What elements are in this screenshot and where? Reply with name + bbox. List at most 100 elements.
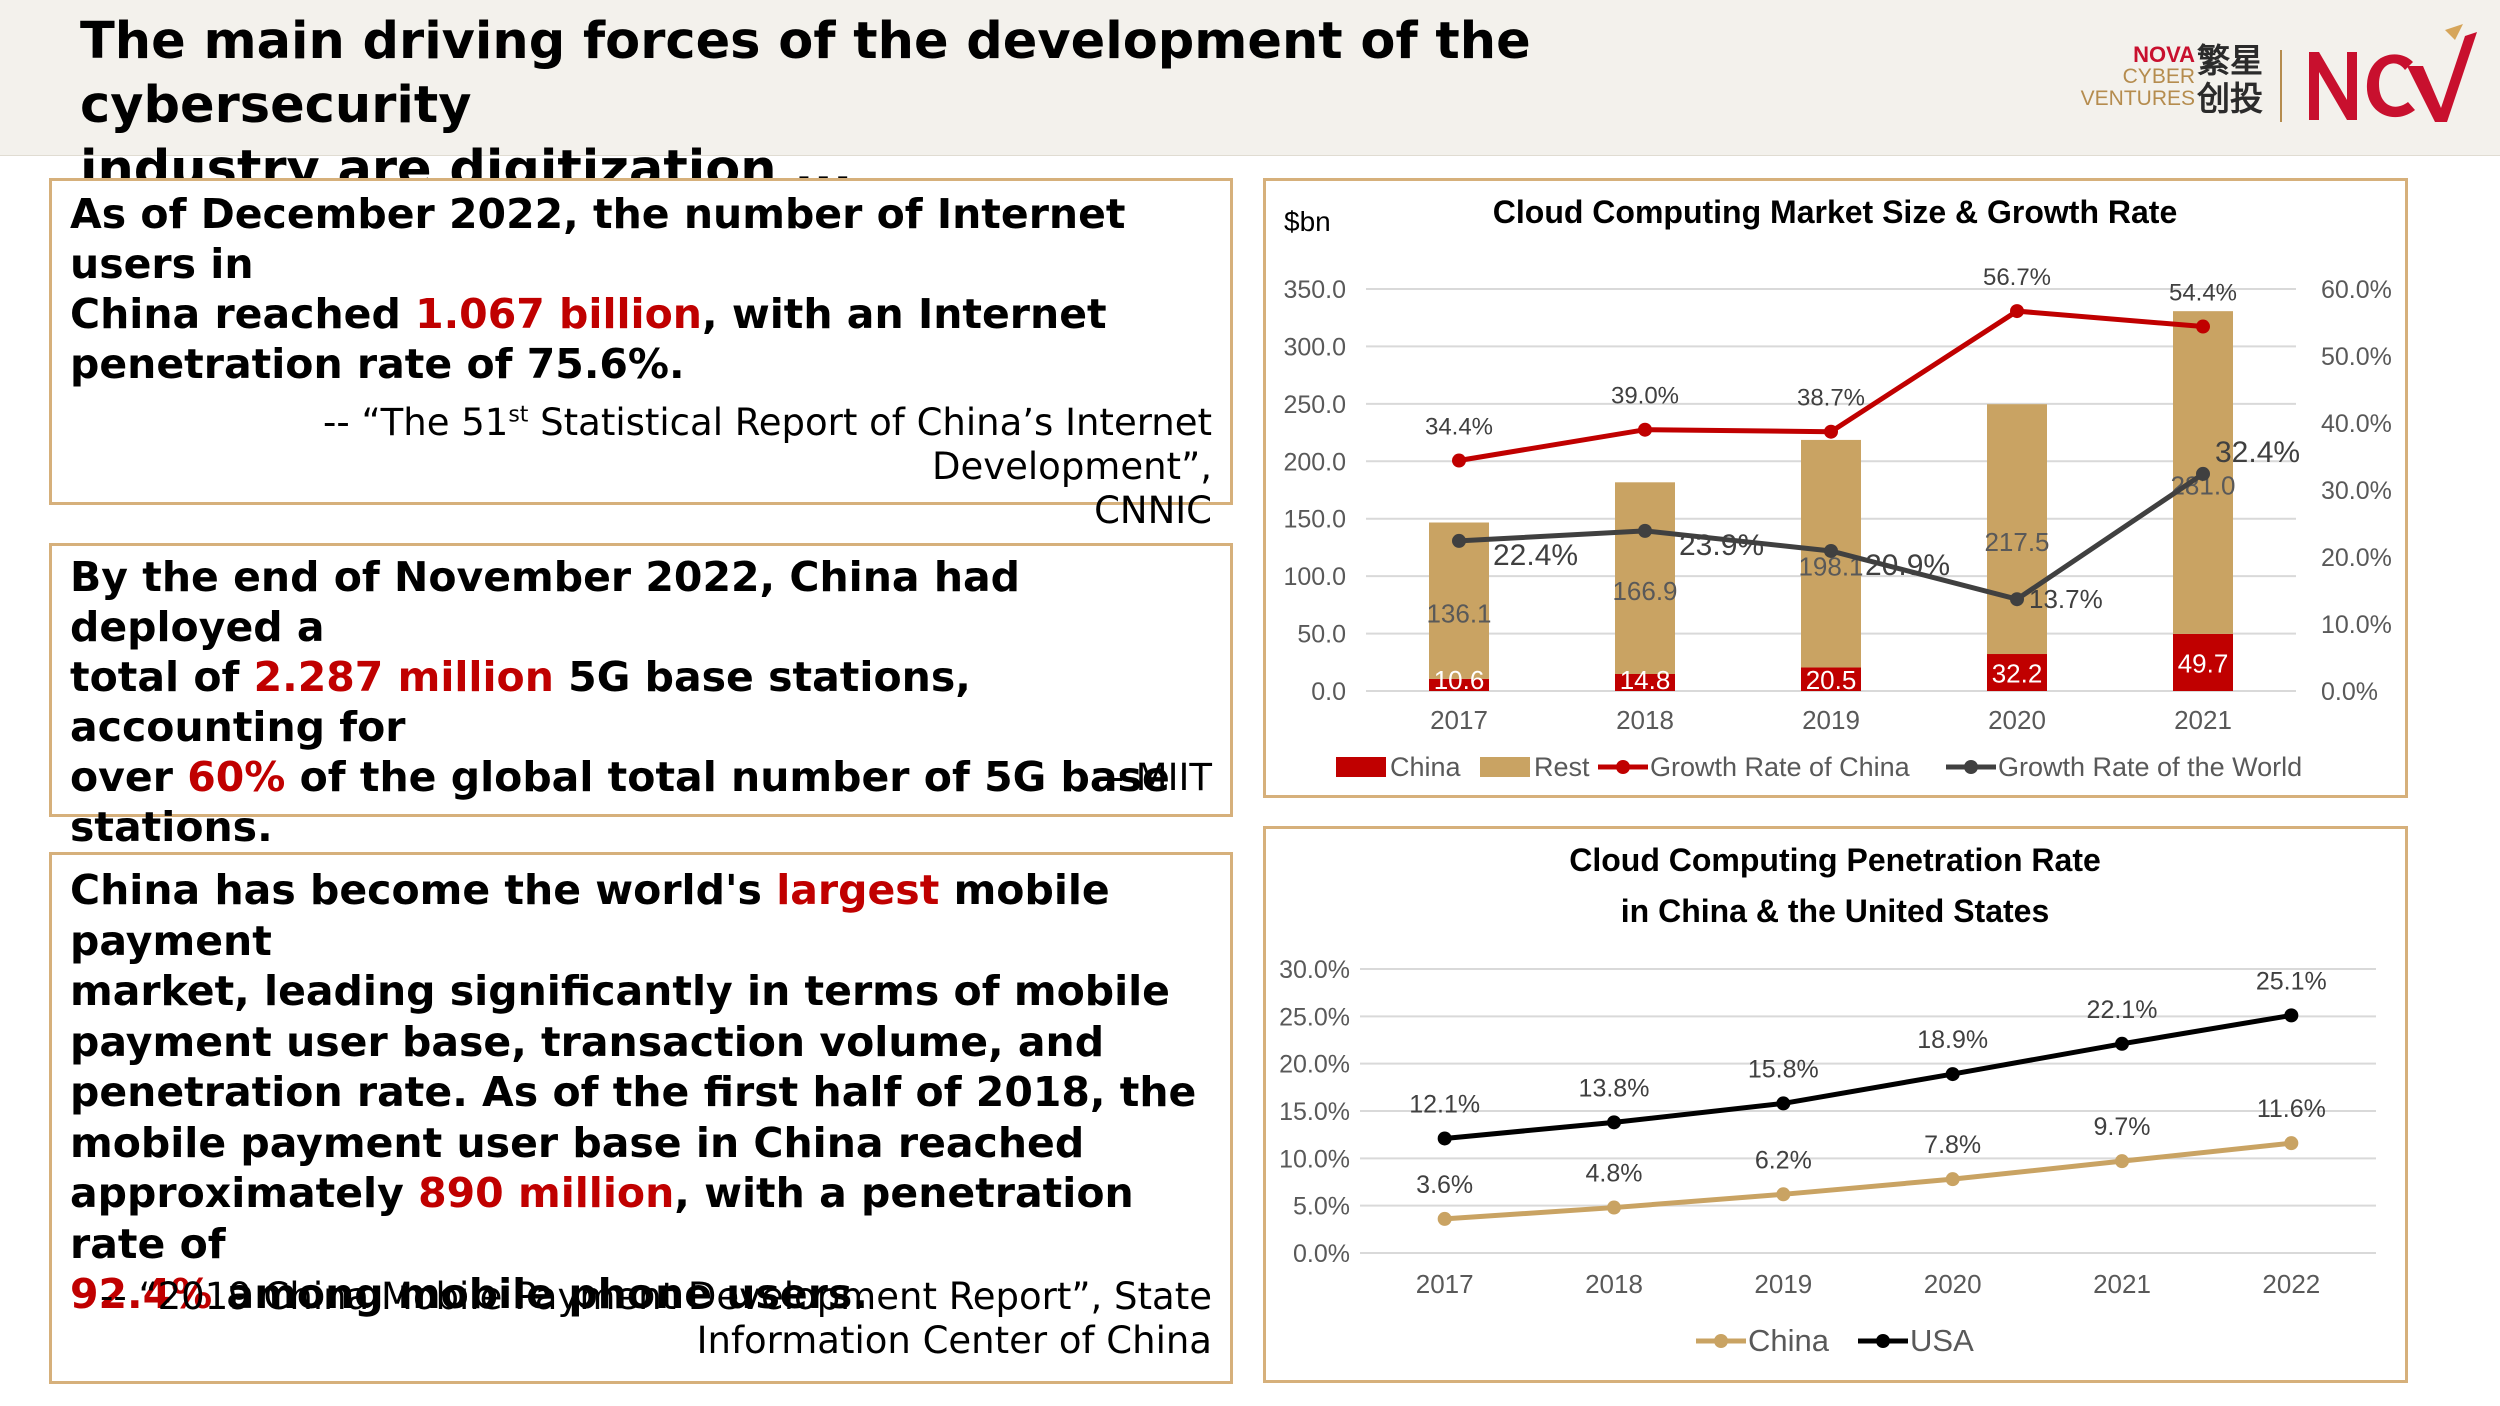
unit-label: $bn <box>1284 206 1331 237</box>
usa-penetration-value-label: 15.8% <box>1748 1055 1819 1083</box>
mobile-payment-source: -- “2019 China Mobile Payment Developmen… <box>100 1275 1212 1363</box>
china-penetration-value-label: 6.2% <box>1755 1146 1812 1174</box>
growth-world-value-label: 13.7% <box>2029 584 2103 614</box>
5g-source: -- MIIT <box>1097 756 1212 800</box>
usa-penetration-point <box>1437 1131 1452 1146</box>
legend-label: Growth Rate of China <box>1650 752 1911 782</box>
bar-china <box>1615 674 1675 691</box>
logo-nova: NOVA <box>2133 42 2195 67</box>
y2-tick-label: 50.0% <box>2321 343 2392 371</box>
highlight-5g-share: 60% <box>187 753 286 801</box>
y-tick-label: 250.0 <box>1283 391 1346 419</box>
penetration-rate-chart: Cloud Computing Penetration Rate in China… <box>1279 842 2376 1358</box>
legend-marker-usa <box>1876 1334 1890 1348</box>
y2-tick-label: 10.0% <box>2321 611 2392 639</box>
statement-line: penetration rate. As of the first half o… <box>70 1068 1197 1116</box>
y-tick-label: 100.0 <box>1283 563 1346 591</box>
bar-rest <box>1615 482 1675 675</box>
statement-line: 92.4% among mobile phone users. <box>70 1270 868 1318</box>
growth-china-value-label: 34.4% <box>1425 414 1493 441</box>
source-line: CNNIC <box>1094 489 1212 532</box>
statement-line: By the end of November 2022, China had d… <box>70 553 1021 651</box>
china-value-label: 49.7 <box>2178 648 2229 678</box>
mobile-payment-statement: China has become the world's largest mob… <box>70 865 1230 1320</box>
x-tick-label: 2017 <box>1416 1269 1474 1299</box>
bar-china <box>1429 678 1489 691</box>
x-tick-label: 2017 <box>1430 705 1488 735</box>
x-tick-label: 2018 <box>1585 1269 1643 1299</box>
logo-cjk-line-1: 繁星 <box>2197 42 2263 79</box>
y-tick-label: 350.0 <box>1283 276 1346 304</box>
rest-value-label: 217.5 <box>1984 527 2049 557</box>
y-tick-label: 150.0 <box>1283 506 1346 534</box>
y2-tick-label: 20.0% <box>2321 544 2392 572</box>
legend-label: China <box>1748 1323 1830 1358</box>
statement-line: penetration rate of 75.6%. <box>70 340 685 388</box>
y-tick-label: 10.0% <box>1279 1145 1350 1173</box>
legend-label: China <box>1390 752 1462 782</box>
china-value-label: 10.6 <box>1434 665 1485 695</box>
legend-swatch-rest <box>1480 757 1530 777</box>
logo-divider <box>2280 50 2282 122</box>
china-penetration-value-label: 9.7% <box>2094 1113 2151 1141</box>
y-tick-label: 30.0% <box>1279 956 1350 984</box>
legend-swatch-china <box>1336 757 1386 777</box>
usa-penetration-value-label: 22.1% <box>2087 996 2158 1024</box>
statement-line: approximately 890 million, with a penetr… <box>70 1169 1134 1268</box>
y2-tick-label: 40.0% <box>2321 410 2392 438</box>
market-size-chart: Cloud Computing Market Size & Growth Rat… <box>1283 194 2392 782</box>
china-penetration-point <box>1776 1187 1791 1202</box>
penetration-chart-panel: Cloud Computing Penetration Rate in China… <box>1263 826 2408 1383</box>
legend-label: Rest <box>1534 752 1590 782</box>
legend-label: Growth Rate of the World <box>1998 752 2302 782</box>
china-penetration-value-label: 4.8% <box>1586 1160 1643 1188</box>
rest-value-label: 166.9 <box>1612 576 1677 606</box>
logo-cjk-line-2: 创投 <box>2197 80 2263 117</box>
bar-china <box>2173 633 2233 691</box>
y2-tick-label: 30.0% <box>2321 477 2392 505</box>
mobile-payment-panel: China has become the world's largest mob… <box>49 852 1233 1384</box>
ncv-logo-mark-icon <box>2309 24 2477 122</box>
china-value-label: 14.8 <box>1620 665 1671 695</box>
china-penetration-value-label: 3.6% <box>1416 1171 1473 1199</box>
legend-marker-china <box>1714 1334 1728 1348</box>
usa-penetration-value-label: 12.1% <box>1409 1090 1480 1118</box>
x-tick-label: 2018 <box>1616 705 1674 735</box>
source-line: -- “2019 China Mobile Payment Developmen… <box>99 1275 1212 1318</box>
legend-marker-growth-china <box>1616 760 1630 774</box>
growth-china-point <box>2196 319 2210 334</box>
statement-line: China has become the world's largest mob… <box>70 866 1110 965</box>
source-line: -- MIIT <box>1097 756 1212 799</box>
internet-users-panel: As of December 2022, the number of Inter… <box>49 178 1233 532</box>
usa-penetration-point <box>2284 1008 2299 1023</box>
highlight-payment-users: 890 million <box>418 1169 675 1217</box>
5g-statement: By the end of November 2022, China had d… <box>70 552 1230 852</box>
logo-chinese-name: 繁星 创投 <box>2197 42 2263 118</box>
y-tick-label: 0.0 <box>1311 678 1346 706</box>
growth-world-point <box>1452 533 1466 548</box>
nova-cyber-ventures-logo: NOVA CYBER VENTURES 繁星 创投 <box>2075 22 2477 132</box>
usa-penetration-point <box>1607 1115 1621 1130</box>
5g-base-stations-panel: By the end of November 2022, China had d… <box>49 543 1233 851</box>
y-tick-label: 15.0% <box>1279 1098 1350 1126</box>
legend-label: USA <box>1910 1323 1974 1358</box>
usa-penetration-value-label: 18.9% <box>1917 1026 1988 1054</box>
y-tick-label: 200.0 <box>1283 448 1346 476</box>
y-tick-label: 5.0% <box>1293 1193 1350 1221</box>
chart-title-line-2: in China & the United States <box>1621 893 2049 929</box>
china-value-label: 32.2 <box>1992 659 2043 689</box>
growth-world-point <box>1638 523 1652 538</box>
statement-line: China reached 1.067 billion, with an Int… <box>70 290 1107 338</box>
growth-world-value-label: 20.9% <box>1865 549 1950 582</box>
x-tick-label: 2021 <box>2093 1269 2151 1299</box>
internet-users-source: -- “The 51st Statistical Report of China… <box>52 401 1212 533</box>
statement-line: total of 2.287 million 5G base stations,… <box>70 653 971 751</box>
chart-title-line-1: Cloud Computing Penetration Rate <box>1569 842 2101 878</box>
title-line-1: The main driving forces of the developme… <box>80 12 1531 135</box>
growth-china-point <box>1638 422 1652 437</box>
china-penetration-point <box>2284 1136 2299 1151</box>
statement-line: As of December 2022, the number of Inter… <box>70 190 1126 288</box>
logo-wordmark: NOVA CYBER VENTURES <box>2075 44 2195 110</box>
china-penetration-point <box>1945 1172 1960 1187</box>
highlight-internet-users: 1.067 billion <box>415 290 702 338</box>
